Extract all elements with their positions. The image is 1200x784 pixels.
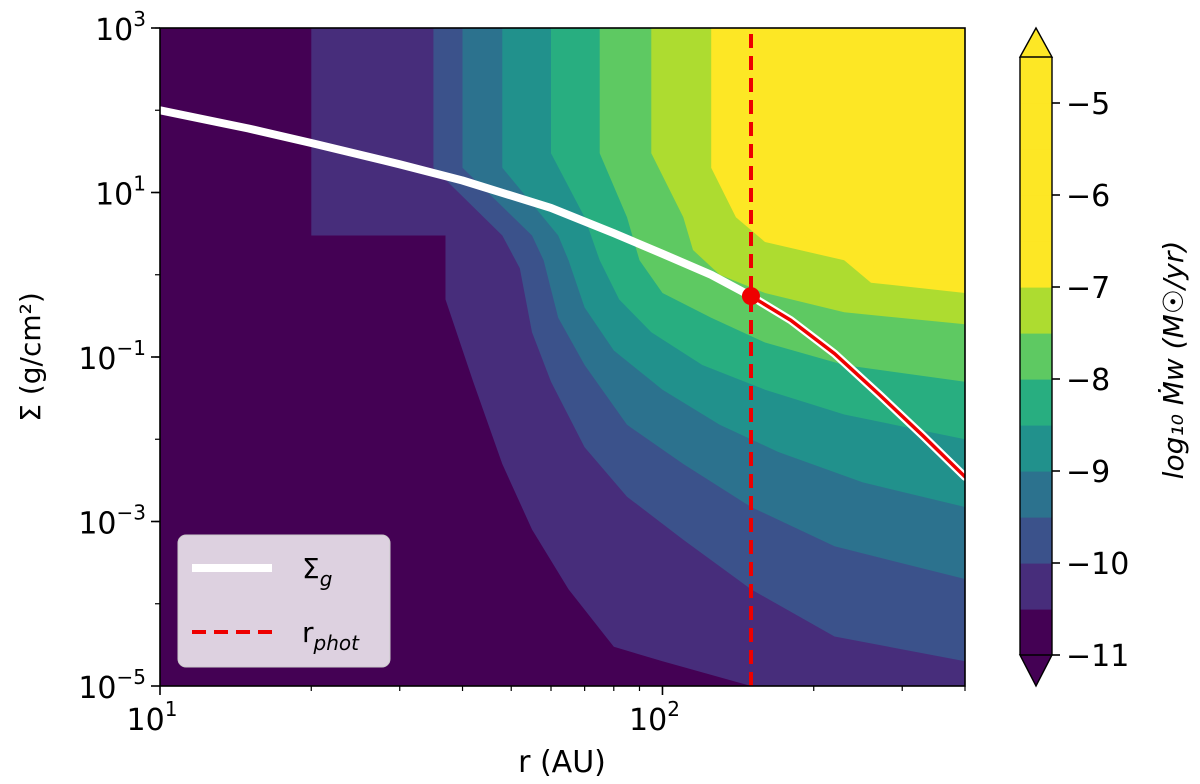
colorbar-tick-label: −7 [1066, 271, 1110, 306]
y-tick-label: 103 [95, 7, 146, 48]
colorbar-tick-label: −8 [1066, 363, 1110, 398]
y-tick-label: 10−5 [78, 665, 146, 706]
y-axis: 103 101 10−1 10−3 10−5 [78, 7, 160, 706]
colorbar-tick-label: −6 [1066, 179, 1110, 214]
colorbar-band [1020, 517, 1052, 564]
y-tick-label: 10−1 [78, 336, 146, 377]
contour-fills [311, 28, 965, 686]
y-tick-label: 10−3 [78, 501, 146, 542]
y-axis-label: Σ (g/cm²) [14, 292, 47, 422]
colorbar-tick-label: −10 [1066, 547, 1129, 582]
colorbar-band [1020, 103, 1052, 150]
x-axis-label: r (AU) [518, 745, 606, 780]
colorbar-band [1020, 195, 1052, 242]
colorbar-band [1020, 57, 1052, 104]
x-axis: 101 102 [127, 686, 966, 738]
legend: Σg rphot [177, 534, 391, 668]
colorbar-label: log₁₀ Ṁw (M☉/yr) [1157, 241, 1190, 480]
colorbar-tick-label: −5 [1066, 87, 1110, 122]
r-phot-marker [741, 287, 760, 306]
colorbar-band [1020, 379, 1052, 426]
series-layer [160, 28, 965, 686]
colorbar-band [1020, 609, 1052, 656]
colorbar-band [1020, 149, 1052, 196]
colorbar: −11 −10 −9 −8 −7 −6 −5 [1018, 26, 1129, 688]
legend-label: rphot [302, 616, 360, 655]
contour-band [853, 28, 965, 275]
colorbar-band [1020, 333, 1052, 380]
colorbar-extend-min [1018, 654, 1054, 688]
colorbar-tick-label: −11 [1066, 639, 1129, 674]
x-tick-label: 102 [629, 697, 680, 738]
colorbar-band [1020, 241, 1052, 288]
legend-label: Σg [302, 552, 332, 591]
colorbar-band [1020, 563, 1052, 610]
y-tick-label: 101 [95, 172, 146, 213]
colorbar-band [1020, 287, 1052, 334]
plot-area [159, 27, 966, 687]
x-tick-label: 101 [127, 697, 178, 738]
colorbar-tick-label: −9 [1066, 455, 1110, 490]
colorbar-band [1020, 471, 1052, 518]
series-sigma-g-outer-line [749, 294, 965, 479]
colorbar-extend-max [1018, 26, 1054, 58]
colorbar-frame [1019, 57, 1053, 655]
colorbar-band [1020, 425, 1052, 472]
